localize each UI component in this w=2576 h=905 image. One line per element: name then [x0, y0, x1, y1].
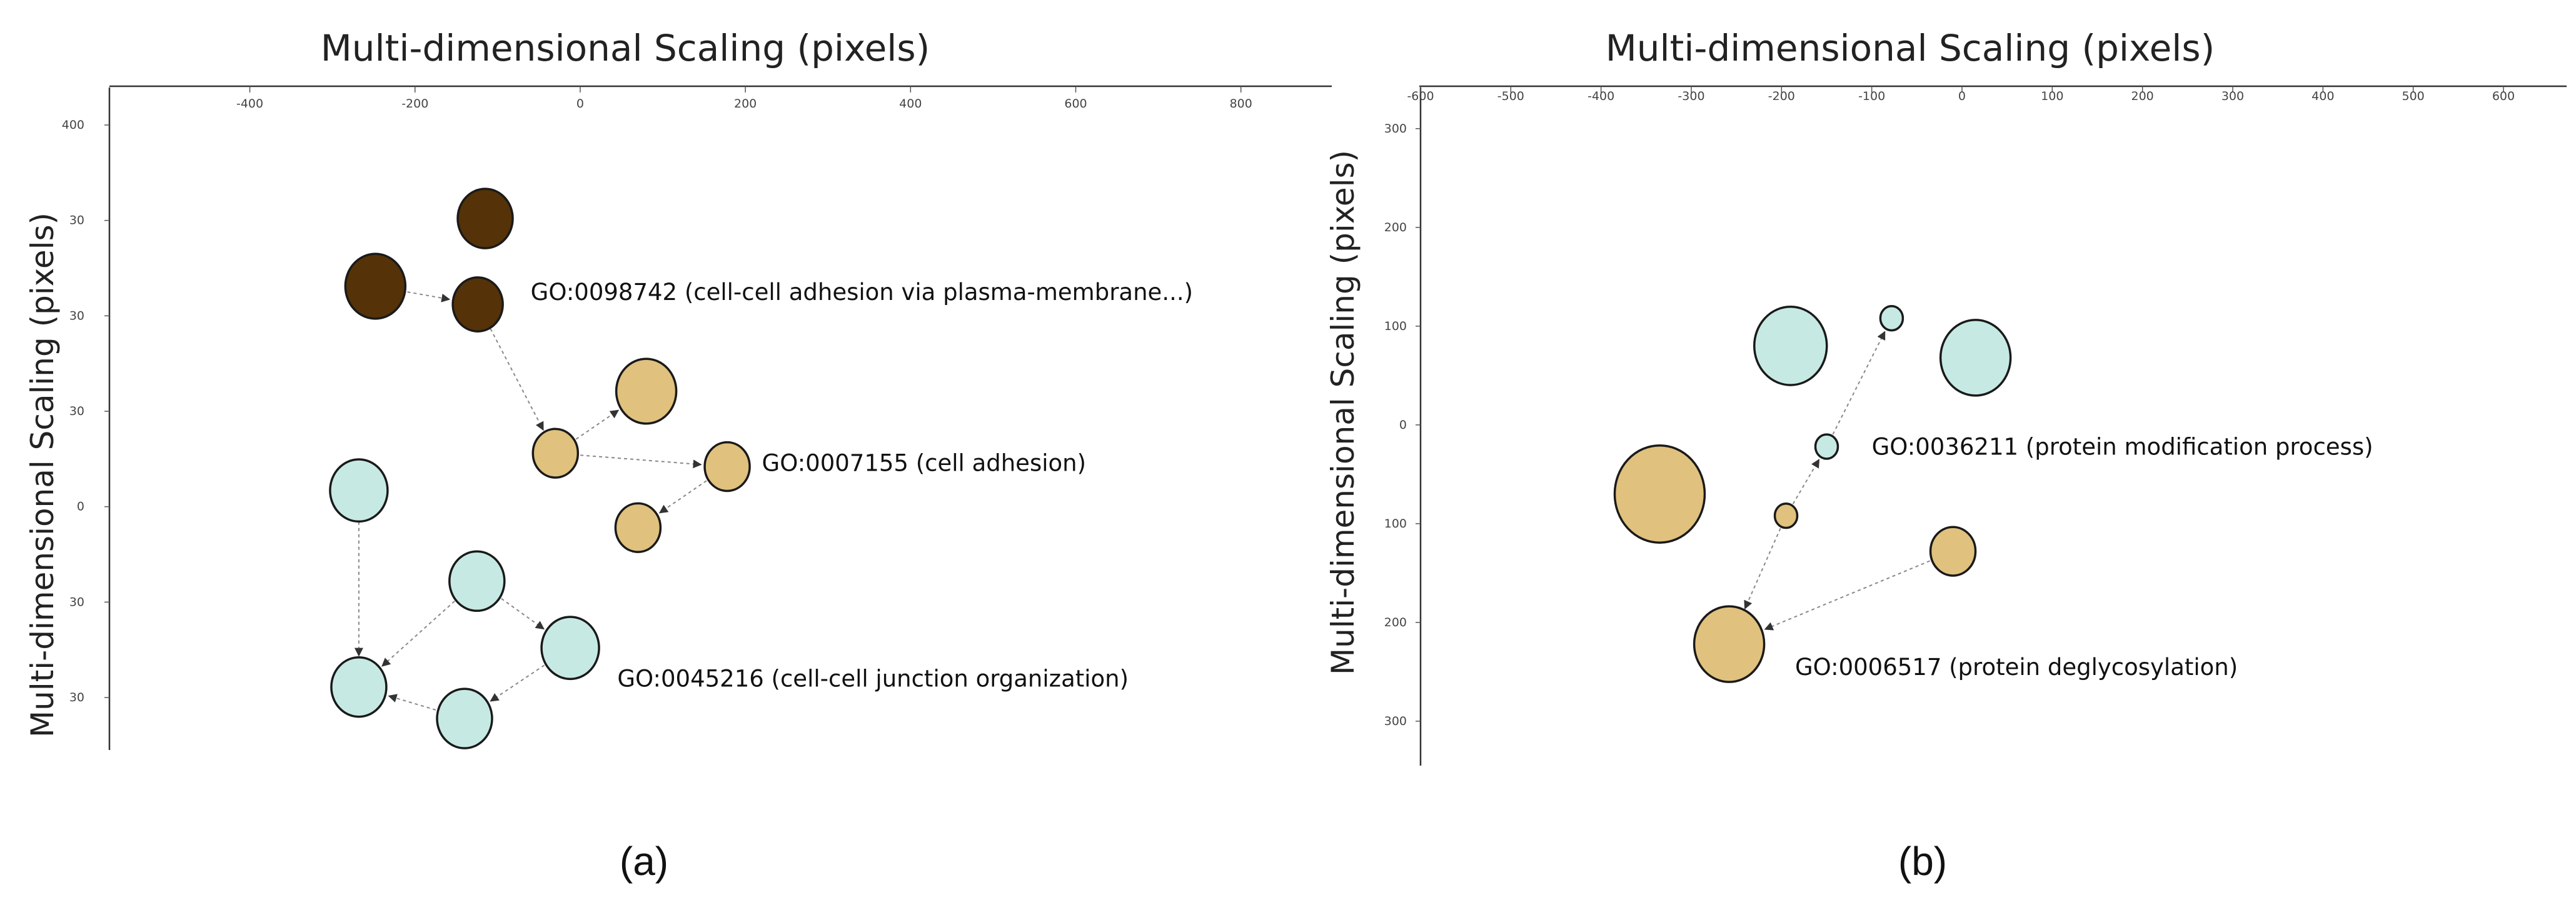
go-term-bubble	[1754, 307, 1827, 385]
x-tick-label: 800	[1230, 97, 1252, 111]
panel-a-points	[330, 189, 750, 748]
panel-b-points	[1614, 306, 2010, 682]
panel-a-edges	[359, 292, 707, 710]
y-tick-label: 30	[69, 691, 84, 704]
panel-b-x-ticks: -600 -500 -400 -300 -200 -100 0 100 200 300 400 500…	[1407, 86, 2515, 103]
go-term-bubble	[1815, 434, 1838, 459]
edge-arrow	[491, 665, 545, 701]
panel-a-annotations: GO:0098742 (cell-cell adhesion via plasm…	[531, 279, 1193, 692]
go-term-bubble	[541, 617, 599, 679]
edge-arrow	[501, 599, 544, 629]
go-term-bubble	[616, 359, 677, 424]
go-term-bubble	[615, 503, 660, 552]
go-term-bubble	[458, 189, 513, 248]
edge-arrow	[382, 601, 455, 666]
caption-a: (a)	[620, 839, 668, 884]
edge-arrow	[389, 696, 436, 710]
y-tick-label: 100	[1384, 517, 1407, 531]
x-tick-label: -300	[1678, 89, 1704, 103]
go-term-bubble	[1941, 320, 2011, 396]
go-term-bubble	[533, 429, 578, 478]
y-tick-label: 200	[1384, 616, 1407, 629]
go-term-bubble	[1614, 446, 1704, 543]
x-tick-label: 0	[576, 97, 584, 111]
x-tick-label: -200	[1768, 89, 1795, 103]
x-tick-label: 200	[2131, 89, 2154, 103]
y-tick-label: 100	[1384, 319, 1407, 333]
x-tick-label: 600	[2492, 89, 2515, 103]
panel-a-y-ticks: 400 30 30 30 0 30 30	[62, 118, 109, 704]
go-term-bubble	[1931, 527, 1976, 576]
edge-arrow	[408, 292, 450, 299]
go-term-bubble	[345, 254, 405, 319]
go-term-bubble	[705, 442, 750, 491]
go-term-label: GO:0045216 (cell-cell junction organizat…	[617, 665, 1129, 692]
panel-b-annotations: GO:0036211 (protein modification process…	[1795, 434, 2373, 681]
edge-arrow	[1833, 332, 1884, 434]
go-term-bubble	[450, 551, 505, 611]
x-tick-label: 500	[2402, 89, 2425, 103]
go-term-bubble	[437, 689, 492, 748]
edge-arrow	[1793, 459, 1819, 504]
y-tick-label: 300	[1384, 122, 1407, 136]
y-tick-label: 30	[69, 595, 84, 609]
x-tick-label: -500	[1497, 89, 1524, 103]
panel-a-title: Multi-dimensional Scaling (pixels)	[321, 27, 930, 69]
go-term-bubble	[1694, 606, 1764, 682]
edge-arrow	[580, 455, 701, 464]
panel-a: Multi-dimensional Scaling (pixels) -400-…	[24, 27, 1332, 884]
go-term-bubble	[1775, 504, 1798, 528]
y-tick-label: 30	[69, 309, 84, 322]
panel-a-x-ticks: -400 -200 0 200 400 600 800	[236, 86, 1252, 111]
panel-b-y-ticks: 300 200 100 0 100 200 300	[1384, 122, 1421, 728]
y-tick-label: 30	[69, 404, 84, 418]
edge-arrow	[1745, 528, 1781, 609]
go-term-bubble	[330, 459, 388, 521]
edge-arrow	[576, 410, 618, 439]
panel-b-title: Multi-dimensional Scaling (pixels)	[1606, 27, 2215, 69]
go-term-label: GO:0007155 (cell adhesion)	[762, 449, 1086, 476]
y-tick-label: 200	[1384, 221, 1407, 234]
x-tick-label: -400	[1587, 89, 1614, 103]
figure: Multi-dimensional Scaling (pixels) -400-…	[0, 0, 2576, 905]
x-tick-label: 200	[734, 97, 757, 111]
x-tick-label: -400	[236, 97, 263, 111]
x-tick-label: 300	[2221, 89, 2244, 103]
y-tick-label: 0	[77, 500, 84, 514]
y-tick-label: 400	[62, 118, 84, 132]
x-tick-label: 400	[899, 97, 922, 111]
x-tick-label: 600	[1064, 97, 1087, 111]
go-term-label: GO:0036211 (protein modification process…	[1872, 434, 2373, 461]
x-tick-label: 0	[1958, 89, 1966, 103]
go-term-bubble	[1880, 306, 1903, 331]
caption-b: (b)	[1898, 839, 1947, 884]
go-term-label: GO:0098742 (cell-cell adhesion via plasm…	[531, 279, 1193, 306]
x-tick-label: -200	[401, 97, 428, 111]
edge-arrow	[1765, 561, 1930, 629]
edge-arrow	[490, 329, 543, 430]
go-term-bubble	[453, 278, 503, 331]
y-tick-label: 300	[1384, 714, 1407, 728]
x-tick-label: -600	[1407, 89, 1434, 103]
panel-a-y-label: Multi-dimensional Scaling (pixels)	[24, 212, 61, 738]
y-tick-label: 0	[1399, 418, 1407, 432]
panel-b-y-label: Multi-dimensional Scaling (pixels)	[1325, 150, 1361, 675]
x-tick-label: 400	[2312, 89, 2334, 103]
go-term-label: GO:0006517 (protein deglycosylation)	[1795, 654, 2238, 681]
panel-b: Multi-dimensional Scaling (pixels) -600-…	[1325, 27, 2567, 884]
go-term-bubble	[331, 658, 386, 717]
edge-arrow	[660, 481, 707, 512]
x-tick-label: 100	[2041, 89, 2063, 103]
x-tick-label: -100	[1858, 89, 1885, 103]
y-tick-label: 30	[69, 214, 84, 228]
